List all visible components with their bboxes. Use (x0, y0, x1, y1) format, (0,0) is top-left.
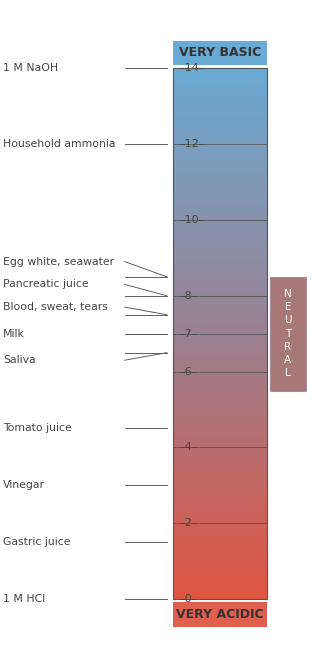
Bar (270, 277, 306, 390)
Text: –7–: –7– (179, 329, 198, 338)
Text: Milk: Milk (3, 329, 25, 338)
Text: –2–: –2– (179, 518, 198, 528)
Text: –10–: –10– (179, 215, 205, 225)
Text: Pancreatic juice: Pancreatic juice (3, 279, 89, 289)
Text: –4–: –4– (179, 442, 198, 453)
Text: –0–: –0– (179, 594, 197, 604)
Text: VERY ACIDIC: VERY ACIDIC (176, 608, 264, 621)
Text: Gastric juice: Gastric juice (3, 537, 71, 547)
Text: –6–: –6– (179, 367, 197, 377)
Text: Household ammonia: Household ammonia (3, 139, 116, 149)
Text: Egg white, seawater: Egg white, seawater (3, 256, 114, 266)
Text: –12–: –12– (179, 139, 205, 149)
Text: –8–: –8– (179, 291, 198, 300)
Text: 1 M HCl: 1 M HCl (3, 594, 45, 604)
Bar (173, 68, 267, 599)
Bar (173, 602, 267, 626)
Text: Vinegar: Vinegar (3, 480, 45, 491)
Text: 1 M NaOH: 1 M NaOH (3, 63, 58, 73)
Text: –14–: –14– (179, 63, 205, 73)
Bar (173, 41, 267, 65)
Text: Blood, sweat, tears: Blood, sweat, tears (3, 302, 108, 312)
Text: VERY BASIC: VERY BASIC (179, 47, 261, 60)
Text: Saliva: Saliva (3, 356, 36, 365)
Text: Tomato juice: Tomato juice (3, 424, 72, 434)
Text: N
E
U
T
R
A
L: N E U T R A L (284, 289, 292, 379)
